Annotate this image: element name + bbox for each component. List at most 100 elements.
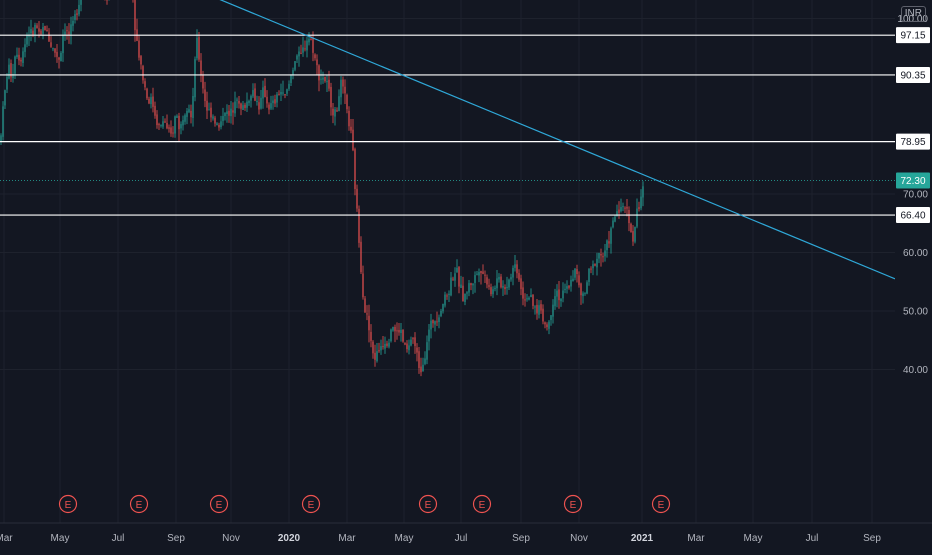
- candle-body: [138, 40, 139, 57]
- time-tick-label: May: [51, 533, 70, 544]
- candle-body: [22, 51, 23, 63]
- candle-body: [516, 264, 517, 273]
- candle-body: [26, 35, 27, 44]
- candle-body: [620, 207, 621, 211]
- candle-body: [558, 289, 559, 300]
- candle-body: [30, 29, 31, 33]
- candle-body: [432, 320, 433, 323]
- candle-body: [48, 33, 49, 42]
- candle-body: [296, 56, 297, 60]
- candle-body: [236, 100, 237, 101]
- candle-body: [146, 89, 147, 99]
- candle-body: [256, 101, 257, 102]
- candle-body: [424, 358, 425, 364]
- candle-body: [16, 55, 17, 57]
- candle-body: [280, 92, 281, 95]
- earnings-marker[interactable]: E: [303, 496, 320, 513]
- candle-body: [38, 28, 39, 31]
- candle-body: [538, 305, 539, 315]
- candle-body: [460, 285, 461, 288]
- candle-body: [182, 120, 183, 125]
- time-tick-label: May: [395, 533, 414, 544]
- candle-body: [570, 280, 571, 287]
- earnings-marker-label: E: [216, 500, 223, 511]
- candle-body: [562, 291, 563, 299]
- candle-body: [328, 80, 329, 89]
- candle-body: [316, 59, 317, 65]
- candle-body: [148, 99, 149, 104]
- earnings-marker-label: E: [65, 500, 72, 511]
- level-label: 97.15: [900, 31, 925, 42]
- candle-body: [54, 48, 55, 52]
- candle-body: [190, 111, 191, 117]
- candle-body: [414, 337, 415, 346]
- candle-body: [270, 103, 271, 108]
- earnings-marker[interactable]: E: [653, 496, 670, 513]
- candle-body: [220, 121, 221, 127]
- candle-body: [216, 123, 217, 124]
- price-tick-label: 70.00: [903, 190, 928, 201]
- candle-body: [528, 298, 529, 300]
- candle-body: [628, 210, 629, 223]
- candle-body: [230, 109, 231, 116]
- candle-body: [274, 99, 275, 103]
- candle-body: [560, 299, 561, 301]
- candle-body: [266, 97, 267, 104]
- candle-body: [224, 113, 225, 116]
- candle-body: [152, 97, 153, 107]
- earnings-marker[interactable]: E: [131, 496, 148, 513]
- candle-body: [422, 365, 423, 372]
- candle-body: [612, 220, 613, 227]
- candle-body: [58, 58, 59, 60]
- candle-body: [546, 324, 547, 327]
- earnings-marker[interactable]: E: [565, 496, 582, 513]
- candle-body: [164, 121, 165, 122]
- last-price-label: 72.30: [900, 176, 925, 187]
- candle-body: [250, 96, 251, 101]
- candle-body: [408, 345, 409, 350]
- candle-body: [438, 317, 439, 322]
- candle-body: [638, 207, 639, 209]
- level-label: 90.35: [900, 70, 925, 81]
- price-tick-label: 60.00: [903, 248, 928, 259]
- candle-body: [524, 299, 525, 300]
- time-tick-label: Nov: [222, 533, 240, 544]
- earnings-marker[interactable]: E: [60, 496, 77, 513]
- candle-body: [78, 5, 79, 14]
- earnings-marker[interactable]: E: [420, 496, 437, 513]
- earnings-marker[interactable]: E: [474, 496, 491, 513]
- candle-body: [66, 30, 67, 31]
- currency-badge[interactable]: INR: [901, 6, 926, 22]
- candle-body: [290, 76, 291, 83]
- candle-body: [498, 277, 499, 280]
- candle-body: [64, 32, 65, 35]
- candle-body: [506, 287, 507, 288]
- candle-body: [210, 108, 211, 118]
- candle-body: [392, 327, 393, 331]
- candle-body: [564, 289, 565, 290]
- candle-body: [476, 274, 477, 275]
- candle-body: [340, 80, 341, 98]
- candle-body: [2, 106, 3, 136]
- earnings-marker[interactable]: E: [211, 496, 228, 513]
- candle-body: [314, 55, 315, 59]
- candle-body: [596, 259, 597, 268]
- candle-body: [204, 89, 205, 101]
- candle-body: [0, 135, 1, 141]
- candle-body: [34, 25, 35, 35]
- candle-body: [184, 115, 185, 122]
- time-axis[interactable]: MarMayJulSepNov2020MarMayJulSepNov2021Ma…: [0, 523, 932, 544]
- candle-body: [302, 47, 303, 52]
- candle-body: [46, 30, 47, 31]
- candle-body: [260, 98, 261, 109]
- candle-body: [56, 52, 57, 57]
- candle-body: [436, 321, 437, 322]
- candle-body: [622, 206, 623, 207]
- candle-body: [178, 116, 179, 129]
- candle-body: [170, 127, 171, 133]
- candle-body: [380, 346, 381, 350]
- candle-body: [642, 186, 643, 197]
- candle-body: [572, 279, 573, 281]
